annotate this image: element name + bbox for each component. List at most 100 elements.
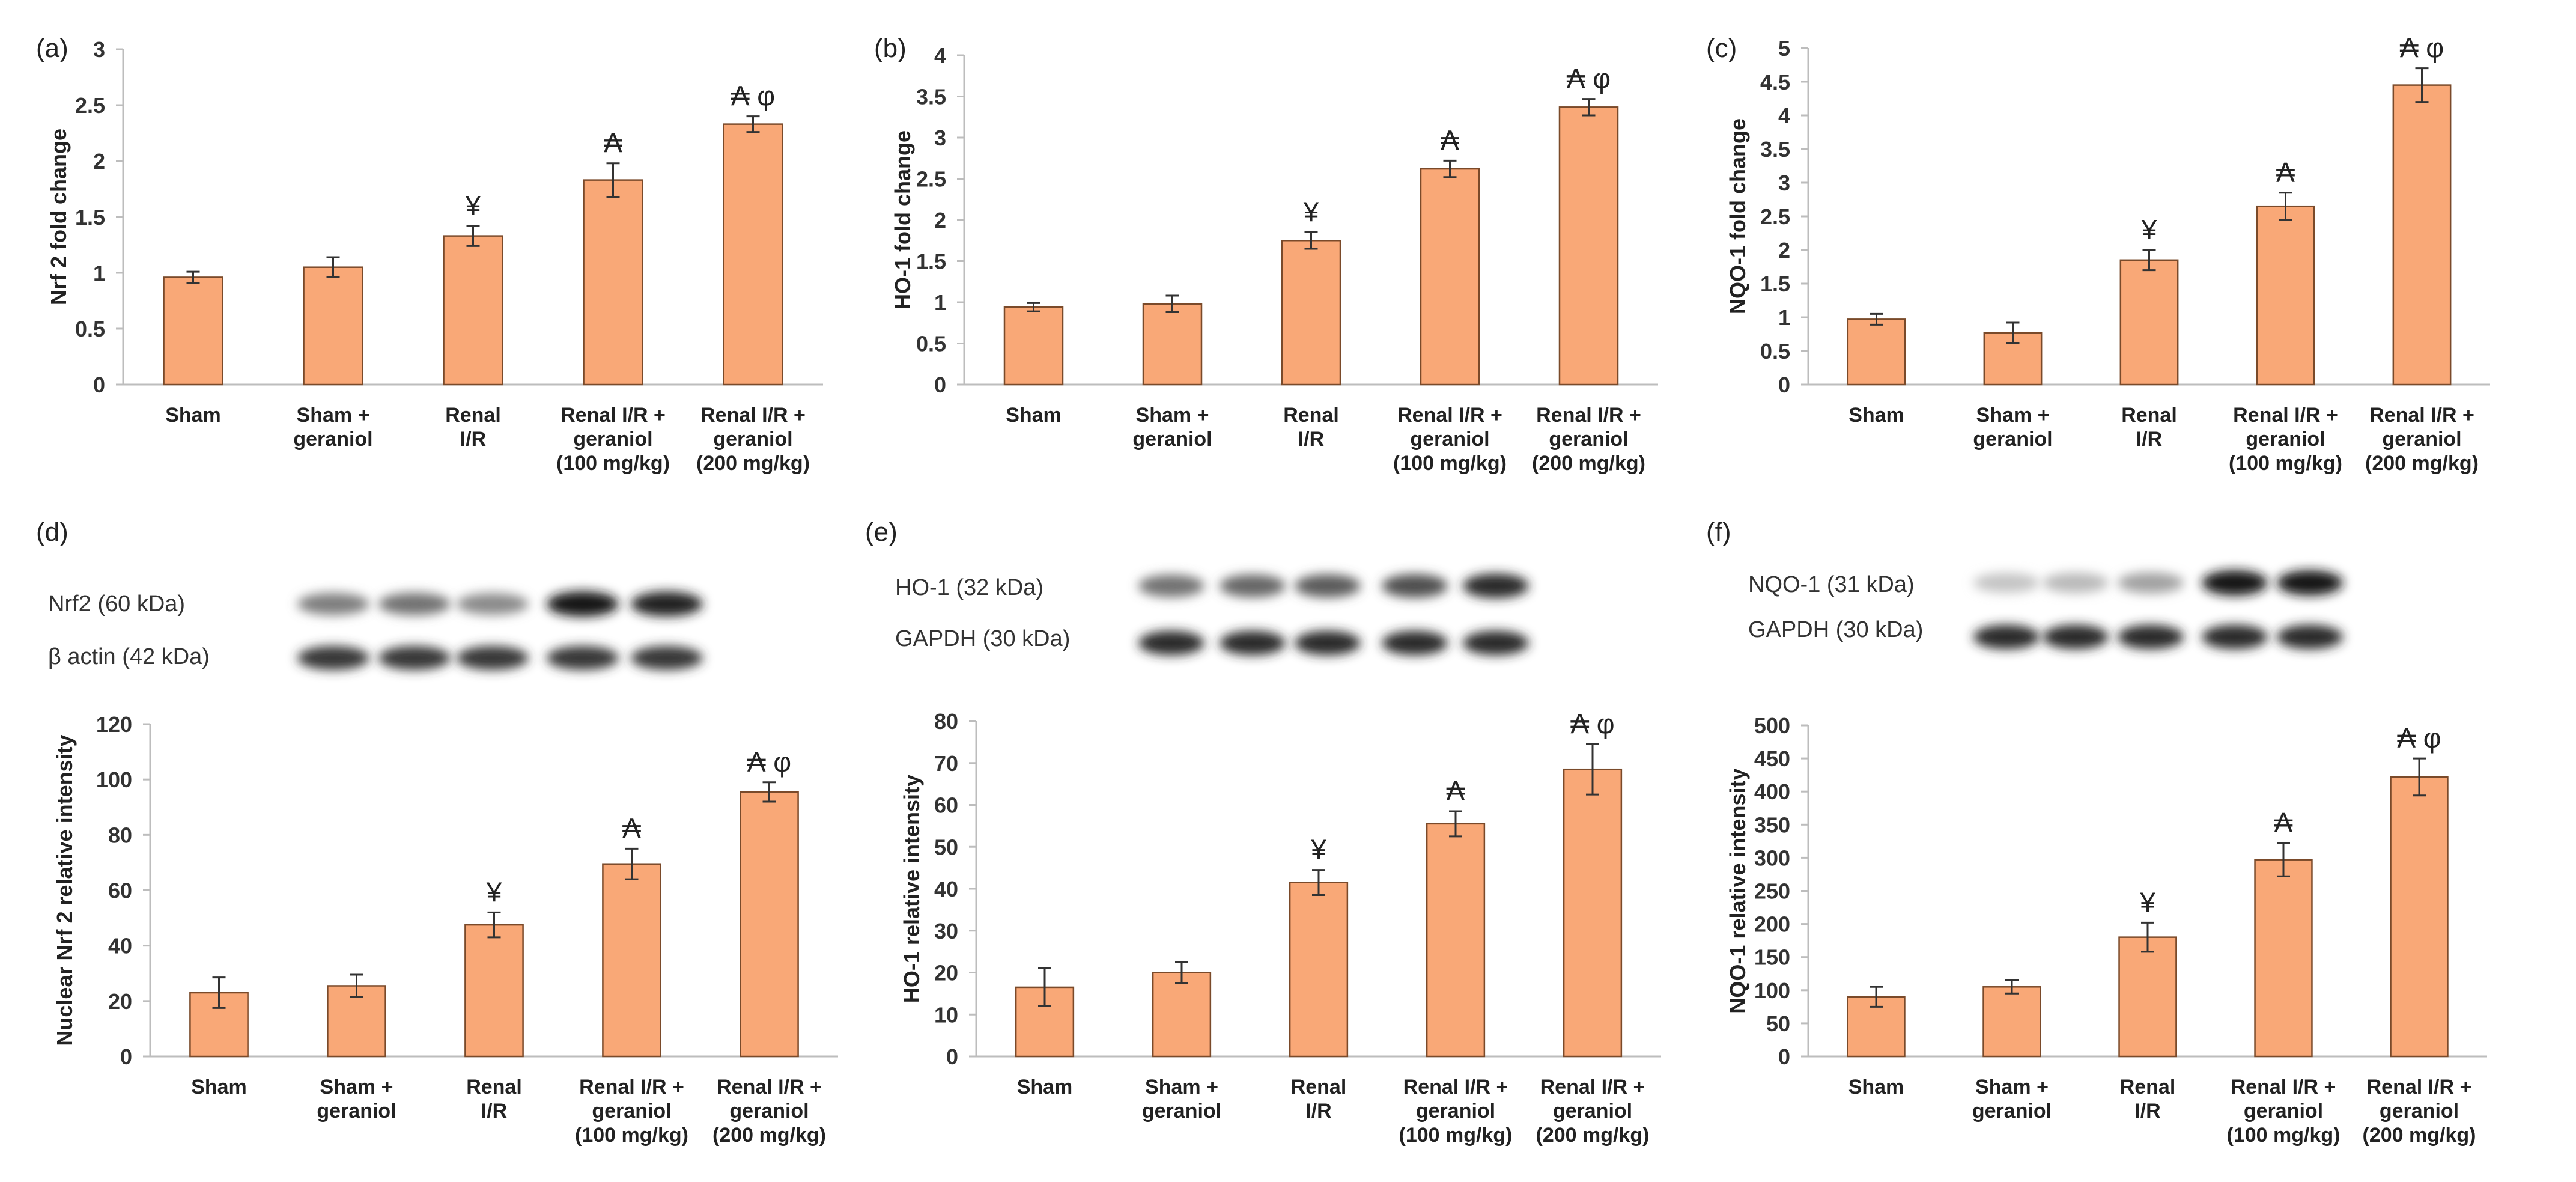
- blot-row-label: GAPDH (30 kDa): [895, 626, 1070, 651]
- category-label-line: Sham +: [1976, 404, 2050, 427]
- blot-band: [2043, 573, 2109, 593]
- bar: [2118, 936, 2177, 1058]
- blot-band: [547, 591, 619, 617]
- significance-marker: ₳ φ: [1570, 708, 1614, 739]
- significance-marker: ¥: [2139, 886, 2155, 918]
- category-label: Sham + geraniol: [1142, 1076, 1221, 1123]
- bar: [1281, 240, 1341, 386]
- blot-band: [1382, 574, 1448, 598]
- category-label-line: Sham +: [297, 404, 370, 427]
- category-label-line: I/R: [481, 1100, 507, 1123]
- bar: [1558, 106, 1619, 386]
- y-tick-label: 0: [120, 1044, 132, 1069]
- category-label-line: I/R: [460, 428, 486, 451]
- bar: [583, 179, 643, 386]
- category-label-line: Renal I/R +: [700, 404, 806, 427]
- category-label-line: Sham +: [1136, 404, 1209, 427]
- y-tick-label: 70: [934, 751, 958, 776]
- category-label: Renal I/R + geraniol (100 mg/kg): [556, 404, 670, 475]
- y-tick-label: 0: [1778, 373, 1790, 397]
- significance-marker: ₳ φ: [2397, 722, 2441, 754]
- blot-band: [378, 593, 451, 615]
- category-label: Sham: [1006, 404, 1062, 427]
- significance-marker: ¥: [2141, 214, 2157, 245]
- category-label-line: (200 mg/kg): [712, 1124, 826, 1147]
- bar: [1420, 168, 1480, 386]
- y-tick-label: 1: [93, 261, 105, 285]
- y-axis-title: HO-1 relative intensity: [899, 775, 924, 1003]
- bar: [1142, 303, 1203, 386]
- category-label-line: Renal I/R +: [2369, 404, 2474, 427]
- category-label: Renal I/R + geraniol (200 mg/kg): [2363, 1076, 2476, 1147]
- category-label-line: Renal: [445, 404, 501, 427]
- blot-row-label: GAPDH (30 kDa): [1748, 617, 1923, 642]
- category-label-line: geraniol: [1973, 428, 2052, 451]
- y-axis-title: Nrf 2 fold change: [46, 129, 71, 305]
- bar: [2392, 84, 2452, 386]
- bar: [163, 276, 223, 386]
- category-label: Sham: [191, 1076, 247, 1098]
- significance-marker: ₳ φ: [1567, 63, 1611, 94]
- blot-row-label: Nrf2 (60 kDa): [48, 591, 185, 617]
- category-label-line: Sham: [1848, 404, 1904, 427]
- category-label-line: geraniol: [1553, 1100, 1632, 1123]
- category-label: Renal I/R: [466, 1076, 522, 1123]
- blot-band: [1220, 630, 1286, 656]
- blot-band: [1295, 630, 1361, 656]
- category-label: Sham + geraniol: [293, 404, 372, 451]
- blot-band: [1973, 573, 2040, 593]
- y-tick-label: 40: [108, 934, 132, 958]
- category-label: Renal I/R + geraniol (200 mg/kg): [1536, 1076, 1650, 1147]
- y-tick-label: 10: [934, 1002, 958, 1027]
- y-tick-label: 350: [1754, 812, 1790, 837]
- y-tick-label: 50: [1766, 1011, 1790, 1036]
- bar: [1563, 768, 1623, 1058]
- bar: [1426, 823, 1486, 1058]
- bar: [2390, 776, 2449, 1058]
- blot-band: [1463, 630, 1529, 656]
- category-label-line: Renal: [466, 1076, 522, 1098]
- category-label: Sham: [165, 404, 221, 427]
- blot-band: [1138, 630, 1204, 656]
- blot-band: [1295, 574, 1361, 598]
- blot-row-label: HO-1 (32 kDa): [895, 575, 1043, 600]
- western-blot-3: NQO-1 (31 kDa) GAPDH (30 kDa): [1748, 570, 2343, 650]
- y-tick-label: 4: [1778, 103, 1790, 128]
- category-label-line: (200 mg/kg): [2363, 1124, 2476, 1147]
- y-tick-label: 100: [96, 767, 132, 792]
- y-tick-label: 20: [934, 961, 958, 986]
- y-tick-label: 2.5: [1760, 204, 1790, 229]
- y-axis-title: Nuclear Nrf 2 relative intensity: [52, 734, 77, 1046]
- category-label-line: Renal: [1291, 1076, 1347, 1098]
- category-label-line: Renal I/R +: [717, 1076, 822, 1098]
- category-label-line: I/R: [1305, 1100, 1331, 1123]
- category-label-line: geraniol: [293, 428, 372, 451]
- category-label: Renal I/R + geraniol (100 mg/kg): [1393, 404, 1507, 475]
- bar: [1289, 882, 1349, 1058]
- category-label-line: Renal: [2121, 404, 2177, 427]
- category-label-line: (200 mg/kg): [1532, 452, 1645, 475]
- y-tick-label: 3: [1778, 171, 1790, 195]
- y-tick-label: 5: [1778, 36, 1790, 61]
- category-label-line: Sham +: [320, 1076, 393, 1098]
- y-tick-label: 0.5: [916, 332, 946, 356]
- category-label-line: Renal I/R +: [560, 404, 666, 427]
- bar: [2256, 205, 2315, 386]
- y-tick-label: 3.5: [916, 85, 946, 109]
- category-label-line: (100 mg/kg): [556, 452, 670, 475]
- category-label-line: geraniol: [592, 1100, 671, 1123]
- significance-marker: ₳: [1441, 124, 1459, 156]
- charts-layer: (a) 0 0.5 1 1.5 2 2.5 3 Nrf 2 fold change Sham Sha…: [36, 32, 2490, 1147]
- category-label-line: Sham: [1017, 1076, 1073, 1098]
- y-tick-label: 100: [1754, 978, 1790, 1003]
- category-label-line: Renal I/R +: [1540, 1076, 1645, 1098]
- y-tick-label: 80: [934, 709, 958, 734]
- category-label-line: Renal I/R +: [2367, 1076, 2472, 1098]
- bar: [740, 791, 799, 1058]
- y-tick-label: 450: [1754, 746, 1790, 771]
- chart-3: (c) 0 0.5 1 1.5 2 2.5 3 3.5 4 4.5 5 NQO-1 fold chang…: [1706, 32, 2490, 475]
- category-label: Renal I/R: [2121, 404, 2177, 451]
- blot-band: [631, 591, 703, 617]
- chart-6: (f) 0 50 100 150 200 250 300 350 400 450 500 NQO-1 r…: [1706, 517, 2487, 1147]
- y-tick-label: 3: [934, 126, 946, 150]
